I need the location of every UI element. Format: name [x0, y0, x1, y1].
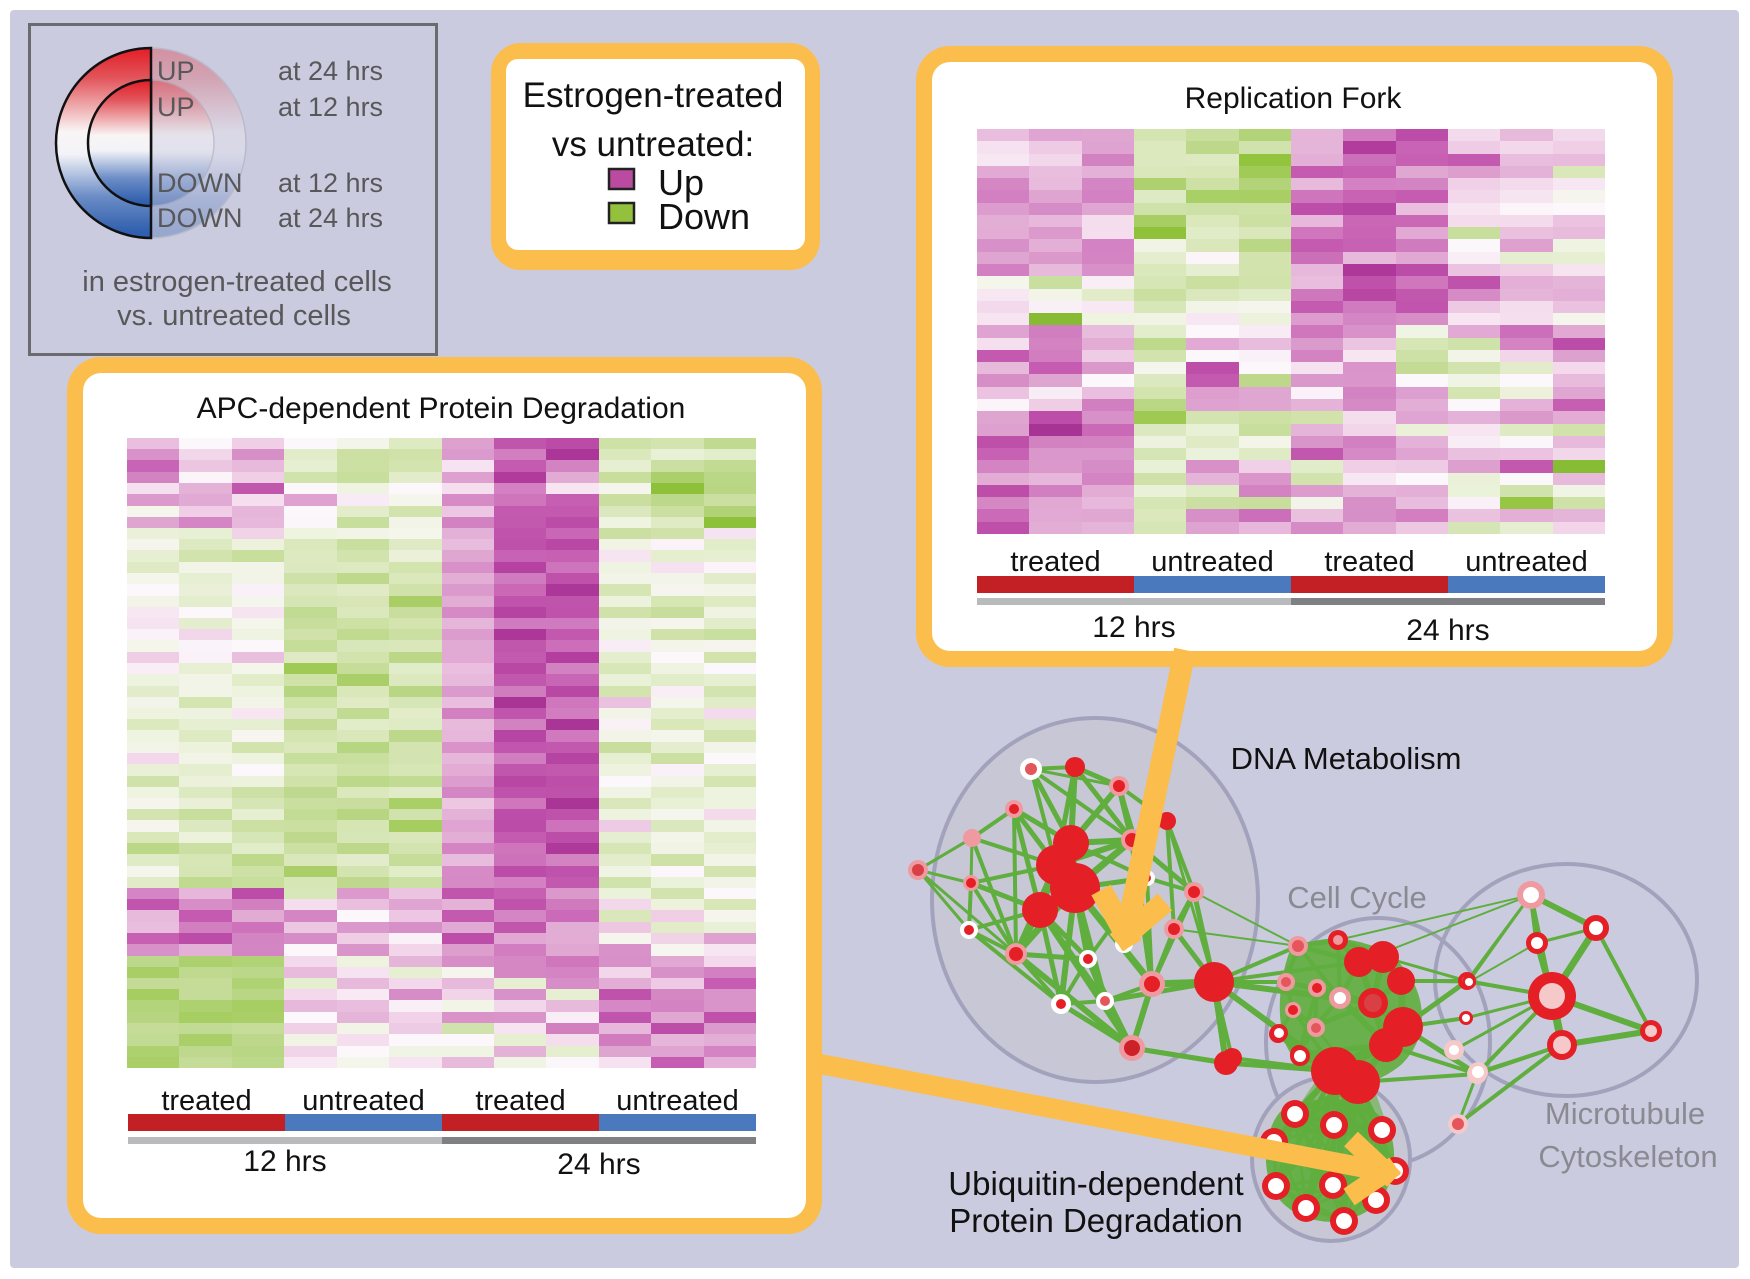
svg-text:untreated: untreated — [616, 1085, 739, 1117]
svg-text:treated: treated — [1010, 546, 1100, 578]
svg-text:vs. untreated cells: vs. untreated cells — [117, 300, 351, 332]
svg-text:treated: treated — [475, 1085, 565, 1117]
svg-text:at 12 hrs: at 12 hrs — [278, 168, 383, 198]
svg-text:treated: treated — [161, 1085, 251, 1117]
svg-text:at 24 hrs: at 24 hrs — [278, 56, 383, 86]
svg-text:APC-dependent Protein Degradat: APC-dependent Protein Degradation — [197, 392, 686, 425]
svg-text:at 12 hrs: at 12 hrs — [278, 92, 383, 122]
svg-text:12 hrs: 12 hrs — [1092, 611, 1175, 644]
svg-text:UP: UP — [157, 56, 195, 86]
svg-text:treated: treated — [1324, 546, 1414, 578]
svg-text:Cell Cycle: Cell Cycle — [1287, 880, 1427, 915]
svg-text:DOWN: DOWN — [157, 203, 242, 233]
svg-text:at 24 hrs: at 24 hrs — [278, 203, 383, 233]
svg-text:vs untreated:: vs untreated: — [552, 125, 754, 164]
svg-text:DOWN: DOWN — [157, 168, 242, 198]
svg-text:12 hrs: 12 hrs — [243, 1145, 326, 1178]
svg-text:Microtubule: Microtubule — [1545, 1096, 1705, 1131]
svg-text:in estrogen-treated cells: in estrogen-treated cells — [82, 266, 392, 298]
svg-text:untreated: untreated — [1465, 546, 1588, 578]
svg-text:DNA Metabolism: DNA Metabolism — [1231, 741, 1462, 776]
svg-text:UP: UP — [157, 92, 195, 122]
svg-text:Cytoskeleton: Cytoskeleton — [1538, 1139, 1717, 1174]
svg-text:Protein Degradation: Protein Degradation — [949, 1202, 1243, 1239]
svg-text:Up: Up — [658, 162, 704, 203]
svg-text:Estrogen-treated: Estrogen-treated — [523, 76, 784, 115]
svg-text:Ubiquitin-dependent: Ubiquitin-dependent — [948, 1165, 1243, 1202]
svg-text:Down: Down — [658, 196, 750, 237]
svg-text:24 hrs: 24 hrs — [557, 1148, 640, 1181]
svg-text:Replication Fork: Replication Fork — [1185, 82, 1403, 115]
svg-text:24 hrs: 24 hrs — [1406, 614, 1489, 647]
svg-text:untreated: untreated — [302, 1085, 425, 1117]
svg-text:untreated: untreated — [1151, 546, 1274, 578]
